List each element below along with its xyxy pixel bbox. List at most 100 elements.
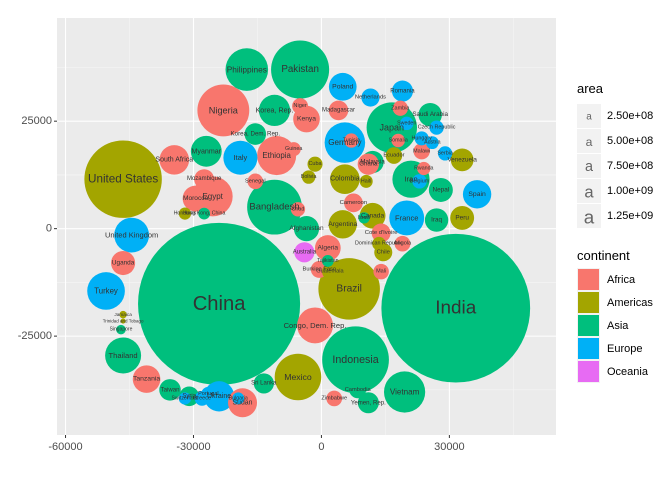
bubble-turkey bbox=[87, 272, 125, 310]
bubble-label-colombia: Colombia bbox=[330, 176, 360, 183]
bubble-nigeria bbox=[197, 84, 250, 137]
bubble-label-malawi: Malawi bbox=[413, 148, 430, 154]
continent-legend-label: Europe bbox=[607, 343, 642, 355]
bubble-label-turkey: Turkey bbox=[94, 286, 118, 295]
bubble-label-singapore: Singapore bbox=[110, 327, 133, 333]
bubble-australia bbox=[294, 242, 315, 263]
bubble-senegal bbox=[247, 173, 264, 190]
area-legend-glyph: a bbox=[586, 135, 593, 149]
area-legend-key bbox=[577, 104, 601, 128]
bubble-label-madagascar: Madagascar bbox=[322, 107, 355, 113]
continent-legend-swatch bbox=[578, 361, 599, 382]
bubble-label-sweden: Sweden bbox=[397, 120, 416, 126]
bubble-label-poland: Poland bbox=[332, 83, 353, 90]
bubble-somalia bbox=[391, 133, 405, 148]
bubble-label-philippines: Philippines bbox=[227, 65, 267, 75]
bubble-mexico bbox=[274, 353, 322, 401]
area-legend-label: 1.00e+09 bbox=[607, 185, 653, 197]
bubble-label-canada: Canada bbox=[361, 212, 384, 219]
bubble-label-nigeria: Nigeria bbox=[209, 105, 239, 115]
bubble-poland bbox=[328, 72, 357, 101]
bubble-label-tanzania: Tanzania bbox=[133, 376, 160, 383]
bubble-label-nepal: Nepal bbox=[432, 186, 449, 193]
bubble-label-south-africa: South Africa bbox=[155, 156, 193, 163]
bubble-singapore bbox=[116, 324, 126, 335]
bubble-layer bbox=[84, 40, 531, 418]
bubble-label-zambia: Zambia bbox=[391, 105, 410, 111]
area-legend: area a 2.50e+08 a 5.00e+08 a 7.50e+08 a 1.00e+09… bbox=[577, 81, 653, 228]
bubble-label-united-states: United States bbox=[88, 173, 158, 186]
bubble-label-malaysia: Malaysia bbox=[360, 159, 385, 166]
continent-legend-swatch bbox=[578, 269, 599, 290]
bubble-france bbox=[389, 200, 425, 236]
x-tick-label: -30000 bbox=[176, 441, 210, 453]
bubble-afghanistan bbox=[293, 216, 320, 242]
bubble-label-guinea: Guinea bbox=[285, 146, 302, 152]
bubble-pakistan bbox=[271, 40, 330, 99]
bubble-label-cambodia: Cambodia bbox=[345, 387, 372, 393]
bubble-label-cote-d-ivoire: Cote d'Ivoire bbox=[365, 230, 399, 236]
area-legend-label: 2.50e+08 bbox=[607, 110, 653, 122]
bubble-israel bbox=[358, 212, 370, 224]
bubble-label-ghana: Ghana bbox=[359, 161, 378, 168]
bubble-trinidad-and-tobago bbox=[120, 318, 126, 324]
bubble-united-states bbox=[84, 140, 162, 218]
bubble-label-tajikistan: Tajikistan bbox=[317, 258, 338, 264]
bubble-bolivia bbox=[301, 170, 316, 184]
bubble-label-italy: Italy bbox=[234, 153, 248, 162]
bubble-label-uganda: Uganda bbox=[112, 260, 135, 267]
continent-legend-swatch bbox=[578, 315, 599, 336]
bubble-label-mali: Mali bbox=[376, 269, 386, 275]
bubble-label-japan: Japan bbox=[380, 123, 405, 133]
bubble-chad bbox=[290, 202, 306, 217]
bubble-yemen-rep bbox=[357, 392, 379, 414]
area-legend-title: area bbox=[577, 81, 604, 96]
bubble-jamaica bbox=[119, 310, 127, 319]
bubble-ghana bbox=[357, 153, 380, 175]
area-legend-glyph: a bbox=[586, 112, 592, 123]
bubble-label-guatemala: Guatemala bbox=[316, 269, 344, 275]
area-legend-key bbox=[577, 179, 601, 203]
bubble-label-argentina: Argentina bbox=[328, 221, 357, 228]
bubble-label-germany: Germany bbox=[328, 138, 362, 147]
bubble-algeria bbox=[314, 235, 341, 261]
bubble-iraq bbox=[424, 208, 449, 232]
y-tick-label: 25000 bbox=[21, 115, 52, 127]
bubble-ecuador bbox=[385, 147, 403, 164]
bubble-label-korea-dem-rep: Korea, Dem. Rep. bbox=[231, 131, 281, 138]
continent-legend-swatch bbox=[578, 338, 599, 359]
bubble-label-burkina-faso: Burkina Faso bbox=[303, 266, 337, 272]
bubble-label-bolivia: Bolivia bbox=[301, 174, 317, 180]
bubble-label-morocco: Morocco bbox=[183, 195, 209, 202]
bubble-label-zimbabwe: Zimbabwe bbox=[321, 395, 347, 401]
bubble-label-peru: Peru bbox=[455, 214, 469, 221]
bubble-label-egypt: Egypt bbox=[202, 192, 223, 201]
area-legend-key bbox=[577, 129, 601, 153]
bubble-venezuela bbox=[450, 148, 474, 172]
bubble-label-dominican-republic: Dominican Republic bbox=[355, 241, 403, 247]
bubble-sri-lanka bbox=[253, 373, 274, 394]
bubble-taiwan bbox=[159, 379, 181, 401]
bubble-label-venezuela: Venezuela bbox=[447, 156, 477, 163]
bubble-label-rwanda: Rwanda bbox=[414, 165, 433, 171]
bubble-label-hong-kong-china: Hong Kong, China bbox=[183, 211, 226, 217]
bubble-romania bbox=[391, 80, 413, 102]
bubble-label-hungary: Hungary bbox=[411, 135, 432, 141]
bubble-italy bbox=[223, 140, 258, 175]
bubble-label-netherlands: Netherlands bbox=[355, 95, 386, 101]
bubble-label-vietnam: Vietnam bbox=[390, 388, 420, 397]
bubble-label-korea-rep: Korea, Rep. bbox=[256, 106, 294, 114]
bubble-hong-kong-china bbox=[198, 207, 211, 220]
area-legend-label: 5.00e+08 bbox=[607, 135, 653, 147]
bubble-label-israel: Israel bbox=[358, 215, 370, 221]
x-tick-label: -60000 bbox=[48, 441, 82, 453]
bubble-zimbabwe bbox=[326, 390, 343, 407]
area-legend-key bbox=[577, 204, 601, 228]
bubble-guatemala bbox=[322, 263, 338, 280]
bubble-mali bbox=[373, 263, 389, 280]
bubble-austria bbox=[425, 136, 439, 150]
bubble-label-thailand: Thailand bbox=[109, 351, 138, 360]
bubble-serbia bbox=[438, 146, 453, 161]
bubble-label-tunisia: Tunisia bbox=[343, 138, 360, 144]
area-legend-glyph: a bbox=[584, 183, 594, 202]
